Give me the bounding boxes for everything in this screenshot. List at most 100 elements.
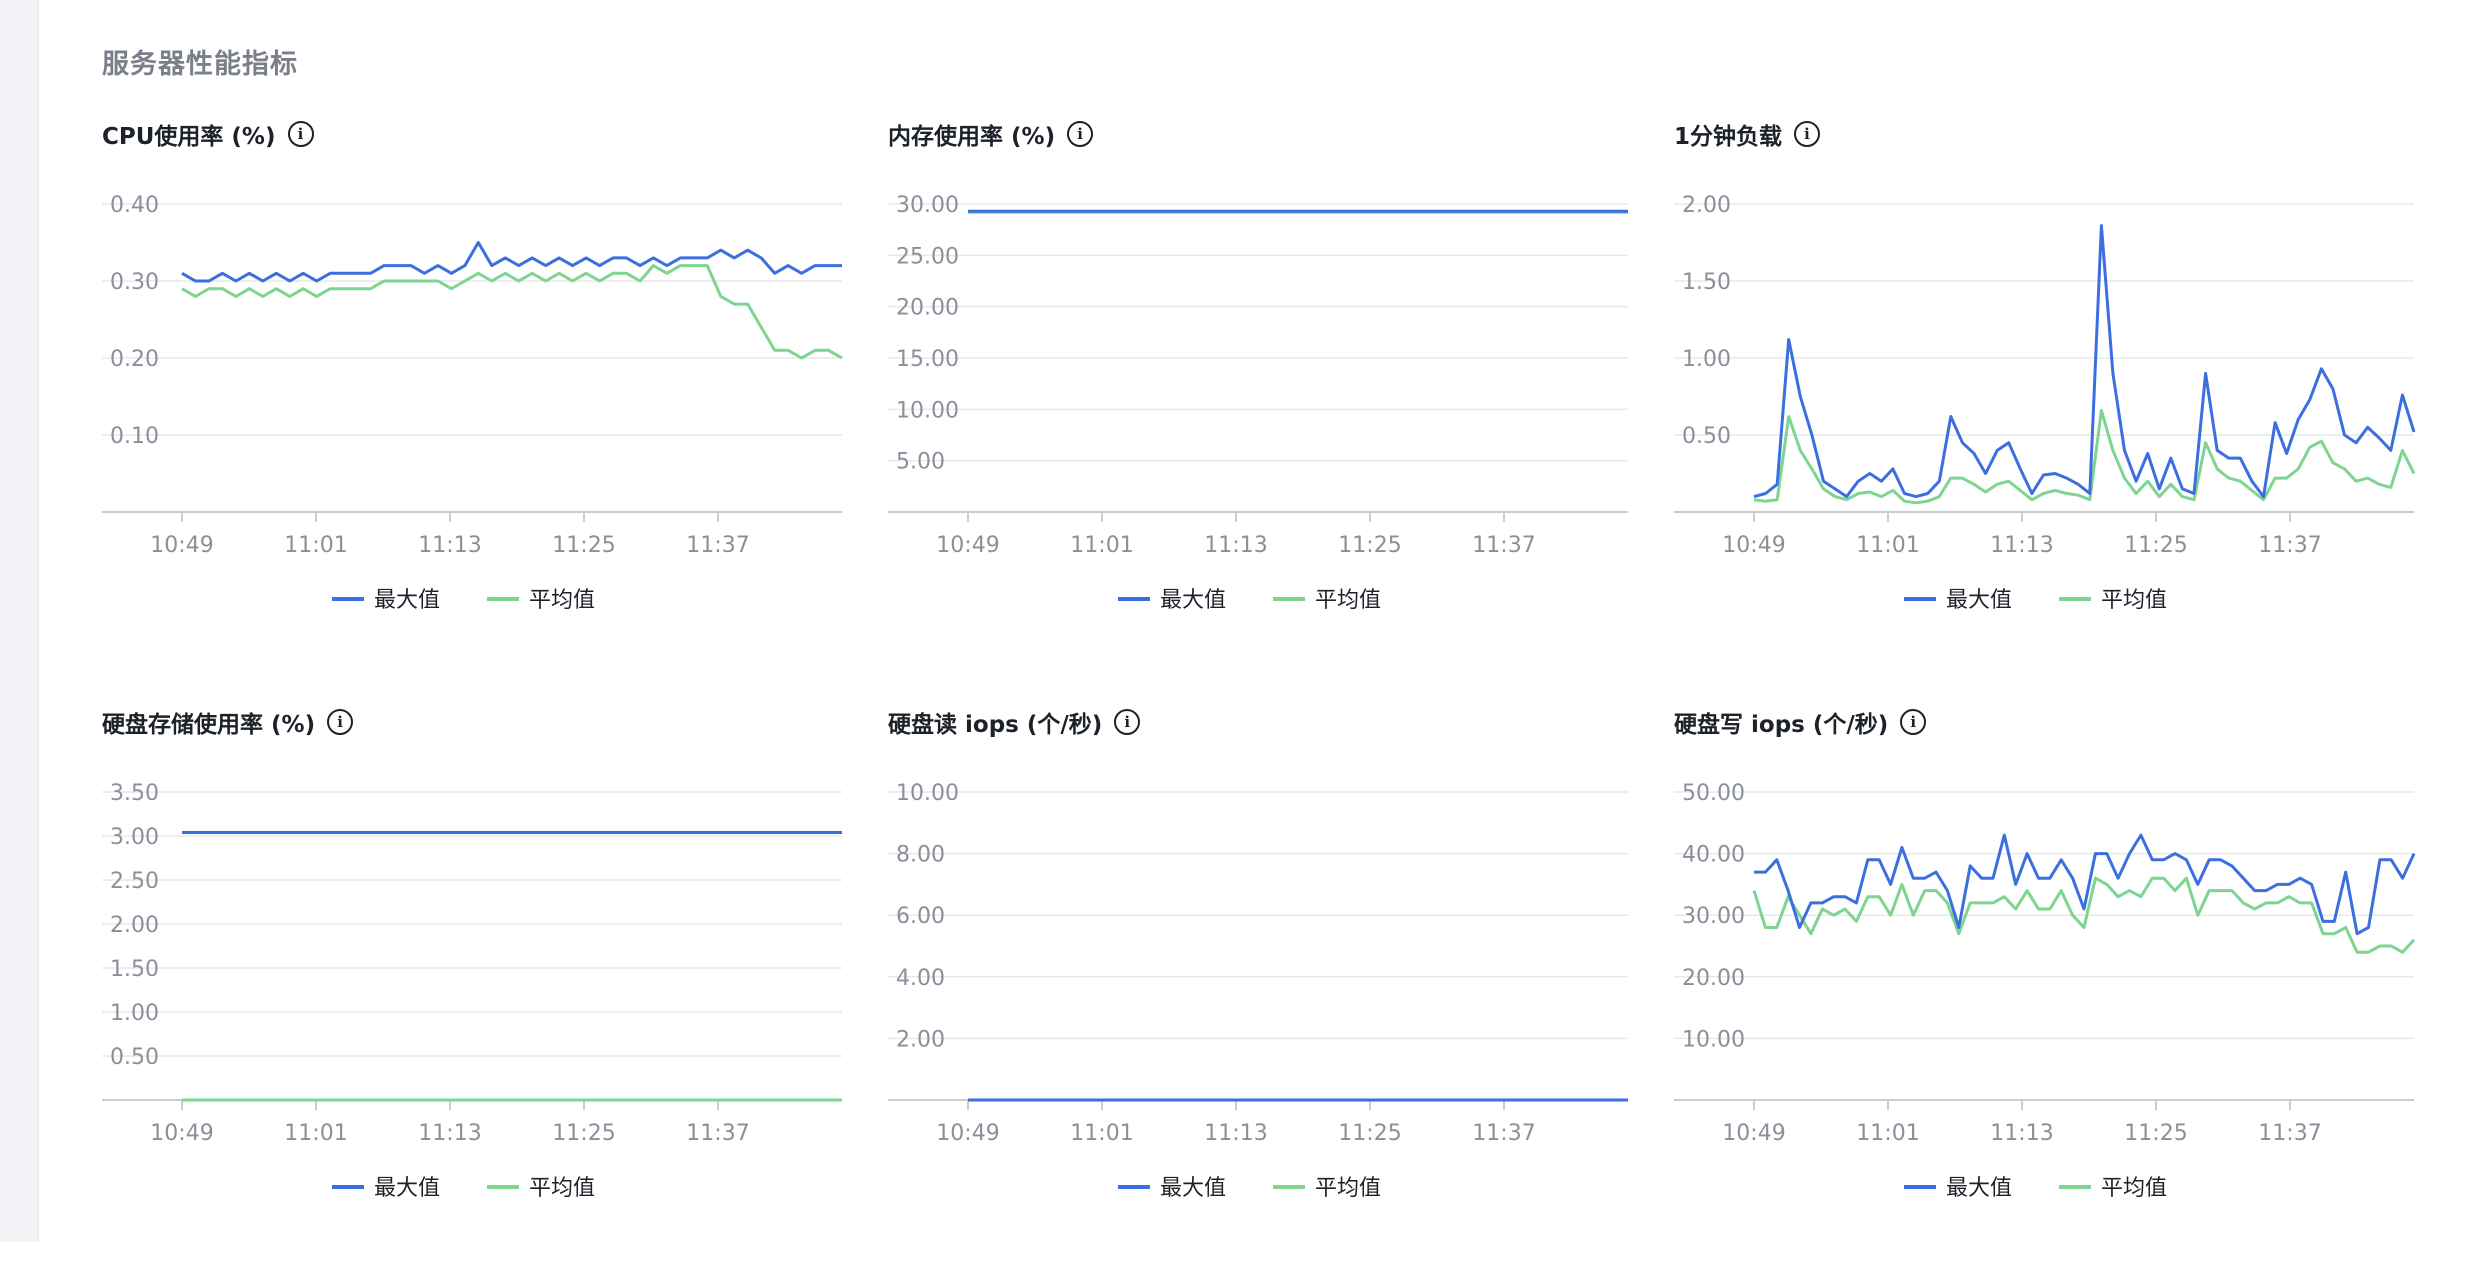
y-tick-label: 2.50 <box>110 869 159 894</box>
y-tick-label: 30.00 <box>1682 904 1745 929</box>
legend-label[interactable]: 平均值 <box>2101 588 2167 613</box>
x-tick-label: 11:37 <box>1472 533 1535 558</box>
x-tick-label: 11:13 <box>1990 1121 2053 1146</box>
y-tick-label: 3.50 <box>110 781 159 806</box>
left-sidebar-strip <box>0 0 39 1242</box>
series-line-max[interactable] <box>1754 833 2416 936</box>
series-line-max[interactable] <box>181 241 842 283</box>
line-chart: 2.00 1.50 1.00 0.50 10:49 11:01 11:13 11:25 11:3… <box>1674 193 2416 613</box>
chart-title-text: CPU使用率 (%) <box>102 124 276 150</box>
info-icon[interactable]: i <box>1900 709 1927 735</box>
chart-panel-3: 1分钟负载 i 2.00 1.50 1.00 0.50 10:49 11:01 11:13 11:… <box>1674 112 2416 682</box>
chart-panel-5: 硬盘读 iops (个/秒) i 10.00 8.00 6.00 4.00 2.00 10:4… <box>888 700 1628 1270</box>
legend-label[interactable]: 平均值 <box>2101 1176 2167 1201</box>
y-tick-label: 30.00 <box>896 193 959 218</box>
series-line-avg[interactable] <box>181 264 843 360</box>
info-icon[interactable]: i <box>287 121 314 147</box>
x-tick-label: 11:25 <box>552 533 615 558</box>
legend-label[interactable]: 最大值 <box>1946 588 2012 613</box>
info-icon[interactable]: i <box>327 709 354 735</box>
y-tick-label: 20.00 <box>896 296 959 321</box>
info-icon[interactable]: i <box>1794 121 1821 147</box>
chart-title: 1分钟负载 i <box>1674 112 1821 156</box>
x-tick-label: 11:01 <box>1856 1121 1919 1146</box>
y-tick-label: 10.00 <box>1682 1027 1745 1052</box>
y-tick-label: 0.30 <box>110 270 159 295</box>
chart-title-text: 硬盘写 iops (个/秒) <box>1674 712 1889 738</box>
legend-label[interactable]: 最大值 <box>1160 588 1226 613</box>
x-tick-label: 11:13 <box>1204 1121 1267 1146</box>
y-tick-label: 0.40 <box>110 193 159 218</box>
x-tick-label: 10:49 <box>150 533 213 558</box>
chart-title-text: 1分钟负载 <box>1674 124 1783 150</box>
legend-label[interactable]: 平均值 <box>529 588 595 613</box>
x-tick-label: 11:37 <box>2258 1121 2321 1146</box>
x-tick-label: 10:49 <box>936 1121 999 1146</box>
x-tick-label: 11:25 <box>552 1121 615 1146</box>
chart-title: 内存使用率 (%) i <box>888 112 1094 156</box>
x-tick-label: 11:25 <box>2124 1121 2187 1146</box>
y-tick-label: 2.00 <box>896 1027 945 1052</box>
chart-panel-1: CPU使用率 (%) i 0.40 0.30 0.20 0.10 10:49 11:01 11:… <box>102 112 843 682</box>
x-tick-label: 10:49 <box>150 1121 213 1146</box>
x-tick-label: 10:49 <box>1722 1121 1785 1146</box>
x-tick-label: 11:01 <box>284 1121 347 1146</box>
section-title: 服务器性能指标 <box>102 49 298 80</box>
y-tick-label: 40.00 <box>1682 843 1745 868</box>
line-chart: 10.00 8.00 6.00 4.00 2.00 10:49 11:01 11:13 11:2… <box>888 781 1628 1201</box>
y-tick-label: 25.00 <box>896 244 959 269</box>
y-tick-label: 3.00 <box>110 825 159 850</box>
line-chart: 3.50 3.00 2.50 2.00 1.50 1.00 0.50 10:49 11:01 11… <box>102 781 842 1201</box>
series-line-max[interactable] <box>1753 224 2416 499</box>
chart-title-text: 硬盘读 iops (个/秒) <box>888 712 1103 738</box>
y-tick-label: 2.00 <box>110 913 159 938</box>
x-tick-label: 11:13 <box>1990 533 2053 558</box>
y-tick-label: 1.00 <box>1682 347 1731 372</box>
x-tick-label: 10:49 <box>936 533 999 558</box>
y-tick-label: 6.00 <box>896 904 945 929</box>
y-tick-label: 50.00 <box>1682 781 1745 806</box>
x-tick-label: 11:13 <box>418 1121 481 1146</box>
x-tick-label: 11:25 <box>1338 533 1401 558</box>
line-chart: 30.00 25.00 20.00 15.00 10.00 5.00 10:49 11:01 1… <box>888 193 1628 613</box>
chart-title: 硬盘存储使用率 (%) i <box>102 700 354 744</box>
x-tick-label: 11:13 <box>1204 533 1267 558</box>
y-tick-label: 0.20 <box>110 347 159 372</box>
legend-label[interactable]: 平均值 <box>1315 1176 1381 1201</box>
legend-label[interactable]: 平均值 <box>1315 588 1381 613</box>
x-tick-label: 11:37 <box>1472 1121 1535 1146</box>
chart-panel-6: 硬盘写 iops (个/秒) i 50.00 40.00 30.00 20.00 10.00… <box>1674 700 2416 1270</box>
y-tick-label: 5.00 <box>896 450 945 475</box>
x-tick-label: 10:49 <box>1722 533 1785 558</box>
chart-title: 硬盘写 iops (个/秒) i <box>1674 700 1927 744</box>
line-chart: 50.00 40.00 30.00 20.00 10.00 10:49 11:01 11:13… <box>1674 781 2416 1201</box>
y-tick-label: 0.50 <box>1682 424 1731 449</box>
chart-panel-2: 内存使用率 (%) i 30.00 25.00 20.00 15.00 10.00 5.00 1… <box>888 112 1628 682</box>
series-line-avg[interactable] <box>1752 876 2416 954</box>
legend-label[interactable]: 最大值 <box>1946 1176 2012 1201</box>
line-chart: 0.40 0.30 0.20 0.10 10:49 11:01 11:13 11:25 11:3… <box>102 193 843 613</box>
y-tick-label: 1.00 <box>110 1001 159 1026</box>
y-tick-label: 8.00 <box>896 843 945 868</box>
x-tick-label: 11:01 <box>1070 533 1133 558</box>
legend-label[interactable]: 最大值 <box>374 588 440 613</box>
y-tick-label: 0.50 <box>110 1045 159 1070</box>
info-icon[interactable]: i <box>1114 709 1141 735</box>
x-tick-label: 11:01 <box>1070 1121 1133 1146</box>
y-tick-label: 15.00 <box>896 347 959 372</box>
info-icon[interactable]: i <box>1067 121 1094 147</box>
y-tick-label: 0.10 <box>110 424 159 449</box>
x-tick-label: 11:13 <box>418 533 481 558</box>
legend-label[interactable]: 最大值 <box>374 1176 440 1201</box>
y-tick-label: 1.50 <box>1682 270 1731 295</box>
x-tick-label: 11:01 <box>284 533 347 558</box>
x-tick-label: 11:01 <box>1856 533 1919 558</box>
series-line-avg[interactable] <box>1753 408 2416 505</box>
legend-label[interactable]: 平均值 <box>529 1176 595 1201</box>
chart-title-text: 硬盘存储使用率 (%) <box>102 712 316 738</box>
y-tick-label: 1.50 <box>110 957 159 982</box>
y-tick-label: 4.00 <box>896 966 945 991</box>
x-tick-label: 11:37 <box>2258 533 2321 558</box>
y-tick-label: 20.00 <box>1682 966 1745 991</box>
legend-label[interactable]: 最大值 <box>1160 1176 1226 1201</box>
